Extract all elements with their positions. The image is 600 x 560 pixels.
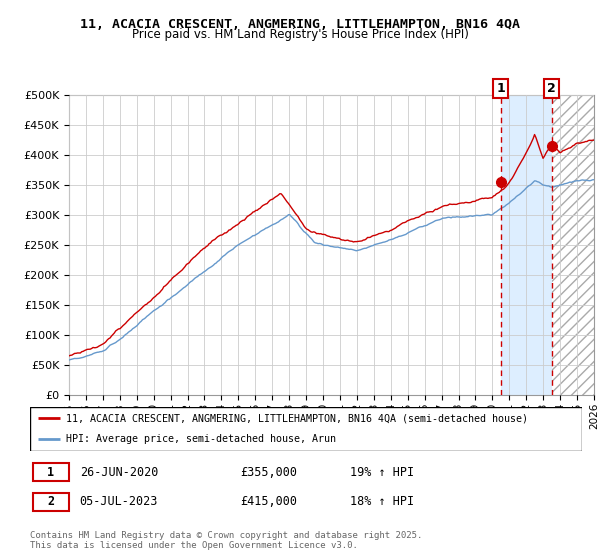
Text: 2: 2 <box>47 495 54 508</box>
Bar <box>551 95 594 395</box>
Text: 11, ACACIA CRESCENT, ANGMERING, LITTLEHAMPTON, BN16 4QA (semi-detached house): 11, ACACIA CRESCENT, ANGMERING, LITTLEHA… <box>66 413 528 423</box>
FancyBboxPatch shape <box>33 463 68 481</box>
Text: £355,000: £355,000 <box>240 465 297 479</box>
Text: 19% ↑ HPI: 19% ↑ HPI <box>350 465 414 479</box>
Text: Contains HM Land Registry data © Crown copyright and database right 2025.
This d: Contains HM Land Registry data © Crown c… <box>30 531 422 550</box>
FancyBboxPatch shape <box>33 493 68 511</box>
Text: Price paid vs. HM Land Registry's House Price Index (HPI): Price paid vs. HM Land Registry's House … <box>131 28 469 41</box>
Text: 26-JUN-2020: 26-JUN-2020 <box>80 465 158 479</box>
Text: £415,000: £415,000 <box>240 495 297 508</box>
Text: 05-JUL-2023: 05-JUL-2023 <box>80 495 158 508</box>
Bar <box>501 95 551 395</box>
Text: 2: 2 <box>547 82 556 95</box>
Text: 1: 1 <box>496 82 505 95</box>
Text: 11, ACACIA CRESCENT, ANGMERING, LITTLEHAMPTON, BN16 4QA: 11, ACACIA CRESCENT, ANGMERING, LITTLEHA… <box>80 18 520 31</box>
Text: 18% ↑ HPI: 18% ↑ HPI <box>350 495 414 508</box>
Text: HPI: Average price, semi-detached house, Arun: HPI: Average price, semi-detached house,… <box>66 435 336 445</box>
Bar <box>551 95 594 395</box>
Text: 1: 1 <box>47 465 54 479</box>
